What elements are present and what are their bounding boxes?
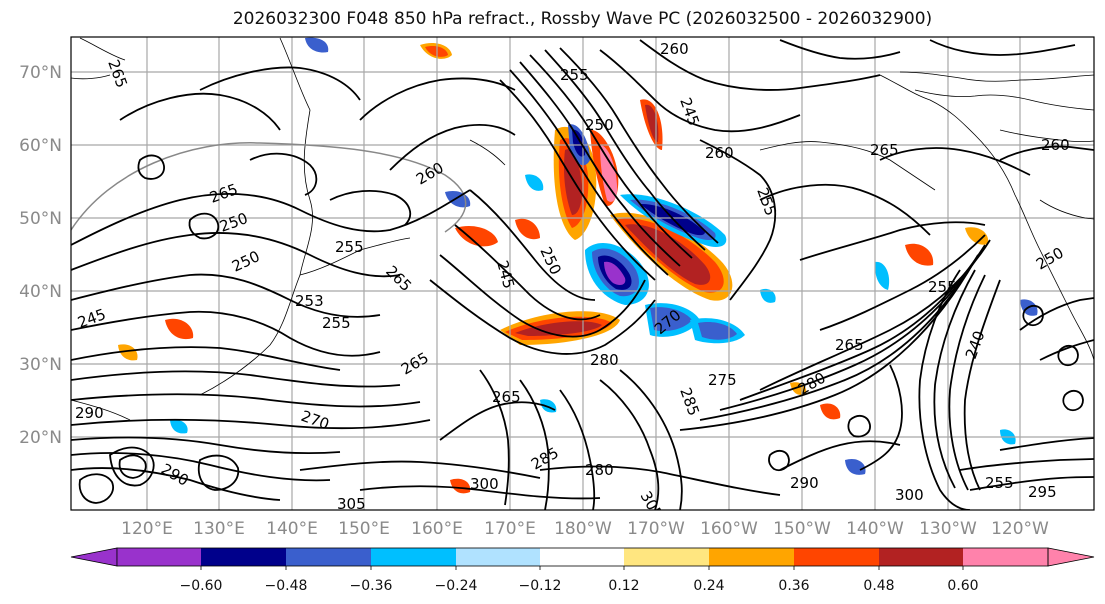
colorbar-tick-label: 0.36 bbox=[778, 578, 809, 594]
colorbar-extend-high bbox=[1047, 547, 1095, 567]
lat-label: 50°N bbox=[19, 209, 62, 229]
contour-labels: 265 260 255 250 245 260 250 255 260 265 … bbox=[75, 40, 1070, 513]
lat-label: 30°N bbox=[19, 355, 62, 375]
contour-label: 255 bbox=[985, 474, 1014, 492]
lon-label: 130°E bbox=[193, 519, 245, 539]
colorbar-segment bbox=[540, 548, 624, 566]
contour-label: 290 bbox=[790, 474, 819, 492]
colorbar-tick-label: −0.24 bbox=[435, 578, 478, 594]
lon-label: 170°W bbox=[627, 519, 685, 539]
colorbar-segment bbox=[286, 548, 371, 566]
contour-label: 265 bbox=[492, 388, 521, 406]
lon-label: 130°W bbox=[919, 519, 977, 539]
colorbar-tick-label: −0.12 bbox=[519, 578, 562, 594]
contour-label: 253 bbox=[295, 292, 324, 310]
contour-label: 275 bbox=[708, 371, 737, 389]
colorbar-segment bbox=[624, 548, 709, 566]
colorbar-tick-label: 0.12 bbox=[608, 578, 639, 594]
lon-label: 180°W bbox=[554, 519, 612, 539]
contour-label: 260 bbox=[660, 40, 689, 58]
map-title: 2026032300 F048 850 hPa refract., Rossby… bbox=[232, 9, 933, 29]
lon-label: 120°E bbox=[121, 519, 173, 539]
contour-label: 295 bbox=[1028, 483, 1057, 501]
lon-label: 150°E bbox=[338, 519, 390, 539]
colorbar-segment bbox=[201, 548, 286, 566]
lon-label: 170°E bbox=[484, 519, 536, 539]
lon-label: 160°W bbox=[700, 519, 758, 539]
contour-label: 290 bbox=[75, 404, 104, 422]
latitude-labels: 70°N 60°N 50°N 40°N 30°N 20°N bbox=[19, 63, 62, 448]
lon-label: 160°E bbox=[411, 519, 463, 539]
longitude-labels: 120°E 130°E 140°E 150°E 160°E 170°E 180°… bbox=[121, 519, 1049, 539]
colorbar-tick-label: −0.60 bbox=[180, 578, 223, 594]
lat-label: 60°N bbox=[19, 136, 62, 156]
lon-label: 150°W bbox=[773, 519, 831, 539]
lat-label: 70°N bbox=[19, 63, 62, 83]
contour-label: 260 bbox=[1041, 136, 1070, 154]
coastlines bbox=[71, 37, 1094, 421]
colorbar-labels: −0.60 −0.48 −0.36 −0.24 −0.12 0.12 0.24 … bbox=[180, 578, 979, 594]
colorbar-extend-low bbox=[70, 547, 118, 567]
lat-label: 40°N bbox=[19, 282, 62, 302]
colorbar bbox=[70, 547, 1095, 570]
contour-label: 255 bbox=[560, 66, 589, 84]
colorbar-segment bbox=[456, 548, 540, 566]
contour-label: 265 bbox=[870, 141, 899, 159]
colorbar-segment bbox=[794, 548, 879, 566]
colorbar-segment bbox=[371, 548, 456, 566]
contour-label: 255 bbox=[928, 278, 957, 296]
colorbar-tick-label: 0.48 bbox=[863, 578, 894, 594]
contour-label: 255 bbox=[322, 314, 351, 332]
contour-label: 300 bbox=[470, 475, 499, 493]
colorbar-tick-label: 0.24 bbox=[693, 578, 724, 594]
contour-label: 260 bbox=[705, 144, 734, 162]
colorbar-segment bbox=[709, 548, 794, 566]
contour-label: 280 bbox=[590, 351, 619, 369]
lon-label: 140°W bbox=[846, 519, 904, 539]
contour-label: 305 bbox=[337, 495, 366, 513]
lat-label: 20°N bbox=[19, 428, 62, 448]
contour-label: 265 bbox=[835, 336, 864, 354]
lon-label: 140°E bbox=[266, 519, 318, 539]
colorbar-segment bbox=[963, 548, 1048, 566]
map-frame bbox=[70, 36, 1095, 511]
colorbar-tick-label: 0.60 bbox=[947, 578, 978, 594]
colorbar-segment bbox=[879, 548, 963, 566]
gray-arc bbox=[71, 142, 467, 233]
colorbar-tick-label: −0.48 bbox=[265, 578, 308, 594]
colorbar-outline bbox=[116, 547, 1049, 567]
contour-label: 250 bbox=[585, 116, 614, 134]
contour-label: 300 bbox=[895, 486, 924, 504]
contour-lines bbox=[71, 39, 1094, 510]
contour-label: 280 bbox=[585, 461, 614, 479]
colorbar-segment bbox=[117, 548, 201, 566]
colorbar-tick-label: −0.36 bbox=[350, 578, 393, 594]
contour-label: 255 bbox=[335, 238, 364, 256]
lon-label: 120°W bbox=[991, 519, 1049, 539]
